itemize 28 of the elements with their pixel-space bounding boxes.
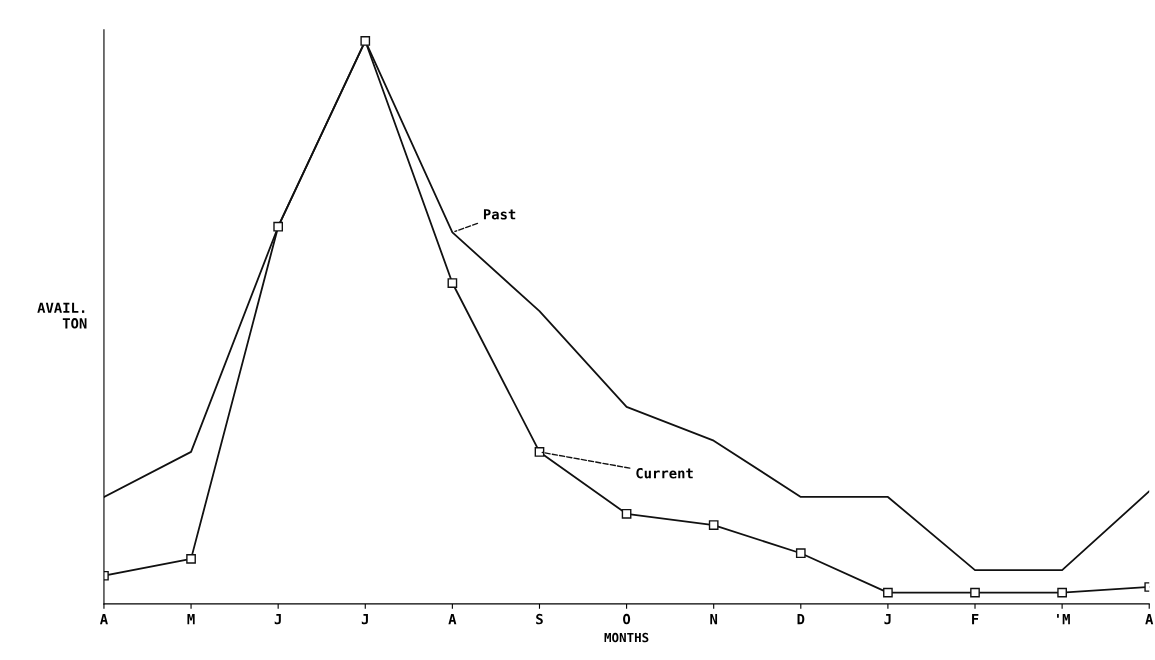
x-tick-label: A — [448, 614, 457, 625]
x-tick-label: O — [623, 613, 631, 625]
x-tick-label: J — [274, 614, 281, 625]
point — [708, 520, 719, 530]
point — [970, 587, 980, 598]
point — [273, 221, 284, 232]
point — [1057, 587, 1067, 598]
point — [534, 447, 545, 457]
x-tick-label: A — [1145, 614, 1154, 625]
point — [621, 508, 632, 519]
point — [883, 587, 893, 598]
x-tick-label: J — [884, 614, 891, 625]
x-tick-label: J — [361, 614, 368, 625]
x-tick-label: S — [536, 613, 543, 625]
point — [795, 548, 806, 559]
x-tick-label: A — [99, 614, 108, 625]
text: Current — [636, 467, 693, 479]
point — [360, 36, 371, 46]
point — [447, 278, 458, 288]
y-axis-title: AVAIL. TON — [37, 302, 87, 329]
x-tick-label: N — [710, 614, 718, 625]
point — [186, 554, 196, 564]
x-tick-label: F — [972, 614, 979, 625]
x-tick-label: D — [797, 614, 805, 625]
x-axis-title: MONTHS — [604, 632, 649, 643]
x-tick-label: M — [187, 614, 195, 625]
x-tick-label: 'M — [1057, 614, 1070, 625]
text: Past — [483, 209, 516, 220]
